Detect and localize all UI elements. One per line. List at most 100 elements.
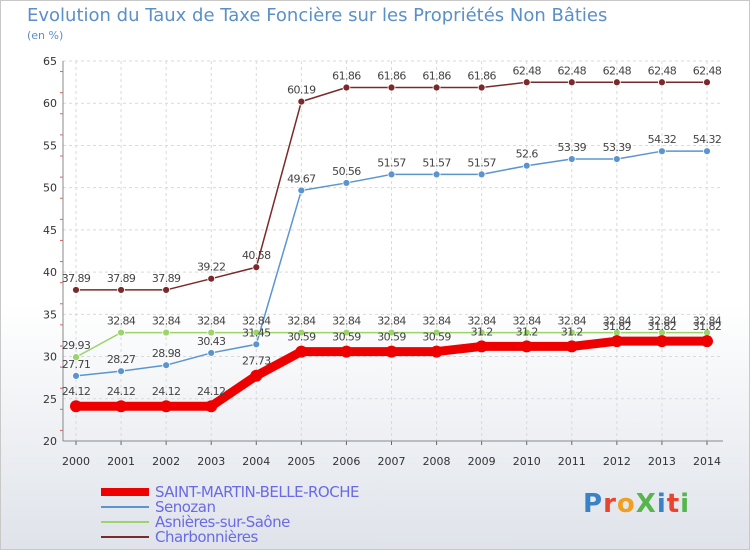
data-point-asnieres-sur-saone (162, 328, 171, 337)
data-label-saint-martin-belle-roche: 31.82 (648, 320, 677, 333)
proxiti-logo: ProXiti (583, 489, 690, 519)
x-tick-label-2008: 2008 (423, 455, 451, 468)
data-point-charbonnieres (297, 97, 306, 106)
data-point-charbonnieres (387, 83, 396, 92)
data-point-saint-martin-belle-roche (475, 340, 488, 353)
data-point-charbonnieres (342, 83, 351, 92)
y-axis-unit-label: (en %) (27, 29, 64, 42)
data-point-asnieres-sur-saone (72, 353, 80, 362)
data-point-senozan (72, 371, 80, 380)
data-label-senozan: 28.27 (107, 353, 136, 366)
data-label-asnieres-sur-saone: 32.84 (467, 315, 496, 328)
data-label-senozan: 51.57 (422, 156, 451, 169)
data-label-charbonnieres: 60.19 (287, 84, 316, 97)
data-label-charbonnieres: 61.86 (377, 70, 406, 83)
data-label-asnieres-sur-saone: 32.84 (648, 315, 677, 328)
data-label-senozan: 51.57 (467, 156, 496, 169)
legend-label-charbonnieres: Charbonnières (155, 528, 258, 546)
data-point-saint-martin-belle-roche (430, 345, 443, 358)
data-label-charbonnieres: 62.48 (648, 64, 677, 77)
data-point-saint-martin-belle-roche (520, 340, 533, 353)
data-label-saint-martin-belle-roche: 31.82 (603, 320, 632, 333)
data-point-senozan (117, 367, 125, 376)
data-point-saint-martin-belle-roche (205, 400, 218, 413)
data-label-senozan: 51.57 (377, 156, 406, 169)
data-point-senozan (612, 155, 621, 163)
tick-labels: 20 25 30 35 40 45 50 55 60 65 2000 2001 2002 2003 2004… (43, 55, 721, 468)
data-point-senozan (432, 170, 441, 179)
data-label-saint-martin-belle-roche: 31.2 (471, 325, 493, 338)
data-point-asnieres-sur-saone (207, 328, 216, 337)
data-label-senozan: 28.98 (152, 347, 181, 360)
logo-letter: P (583, 489, 604, 519)
data-point-saint-martin-belle-roche (701, 335, 713, 348)
data-point-asnieres-sur-saone (117, 328, 125, 337)
data-label-saint-martin-belle-roche: 31.2 (516, 325, 538, 338)
data-point-saint-martin-belle-roche (340, 345, 353, 358)
x-tick-label-2002: 2002 (152, 455, 180, 468)
data-label-asnieres-sur-saone: 32.84 (603, 315, 632, 328)
data-point-asnieres-sur-saone (522, 328, 531, 337)
data-point-asnieres-sur-saone (477, 328, 486, 337)
data-point-saint-martin-belle-roche (610, 335, 623, 348)
y-tick-label-45: 45 (43, 224, 57, 237)
legend-label-asnieres: Asnières-sur-Saône (155, 513, 290, 531)
data-label-senozan: 53.39 (558, 141, 587, 154)
data-point-charbonnieres (567, 78, 576, 87)
data-label-charbonnieres: 62.48 (558, 64, 587, 77)
x-tick-label-2007: 2007 (378, 455, 406, 468)
y-tick-label-50: 50 (43, 182, 57, 195)
x-tick-label-2013: 2013 (648, 455, 676, 468)
data-label-charbonnieres: 37.89 (152, 272, 181, 285)
data-label-senozan: 52.6 (516, 148, 539, 161)
data-point-senozan (342, 179, 351, 187)
data-label-asnieres-sur-saone: 32.84 (377, 315, 406, 328)
data-point-charbonnieres (703, 78, 711, 87)
data-point-charbonnieres (432, 83, 441, 92)
series-points (70, 78, 713, 413)
data-point-charbonnieres (72, 286, 80, 294)
chart-title: Evolution du Taux de Taxe Foncière sur l… (27, 5, 608, 26)
data-point-saint-martin-belle-roche (565, 340, 578, 353)
data-label-senozan: 54.32 (648, 133, 677, 146)
data-label-asnieres-sur-saone: 32.84 (242, 315, 271, 328)
data-label-charbonnieres: 62.48 (603, 64, 632, 77)
y-tick-label-40: 40 (43, 266, 57, 279)
logo-letter: o (616, 489, 636, 519)
data-label-saint-martin-belle-roche: 31.2 (561, 325, 583, 338)
data-point-senozan (252, 340, 261, 349)
data-label-saint-martin-belle-roche: 31.82 (693, 320, 722, 333)
data-label-charbonnieres: 61.86 (332, 70, 361, 83)
data-point-charbonnieres (612, 78, 621, 87)
y-tick-label-65: 65 (43, 55, 57, 68)
data-point-saint-martin-belle-roche (385, 345, 398, 358)
data-point-charbonnieres (207, 274, 216, 283)
legend-swatch-charbonnieres (101, 536, 149, 538)
x-tick-label-2009: 2009 (468, 455, 496, 468)
y-tick-label-35: 35 (43, 308, 57, 321)
data-label-asnieres-sur-saone: 32.84 (422, 315, 451, 328)
data-label-saint-martin-belle-roche: 30.59 (332, 331, 361, 344)
data-point-saint-martin-belle-roche (295, 345, 308, 358)
x-tick-label-2014: 2014 (693, 455, 721, 468)
data-label-senozan: 30.43 (197, 335, 226, 348)
data-label-charbonnieres: 40.58 (242, 249, 271, 262)
x-tick-label-2010: 2010 (513, 455, 541, 468)
data-label-charbonnieres: 39.22 (197, 261, 226, 274)
y-tick-label-25: 25 (43, 393, 57, 406)
logo-letter: i (656, 489, 667, 519)
gridlines (63, 60, 723, 442)
data-label-asnieres-sur-saone: 32.84 (152, 315, 181, 328)
legend-swatch-senozan (101, 506, 149, 508)
y-tick-label-30: 30 (43, 351, 57, 364)
data-label-saint-martin-belle-roche: 30.59 (422, 331, 451, 344)
data-label-asnieres-sur-saone: 32.84 (512, 315, 541, 328)
data-label-saint-martin-belle-roche: 24.12 (62, 385, 91, 398)
data-label-senozan: 53.39 (603, 141, 632, 154)
data-point-senozan (567, 155, 576, 163)
x-tick-label-2004: 2004 (242, 455, 270, 468)
data-label-senozan: 27.71 (62, 358, 91, 371)
x-tick-label-2000: 2000 (62, 455, 90, 468)
